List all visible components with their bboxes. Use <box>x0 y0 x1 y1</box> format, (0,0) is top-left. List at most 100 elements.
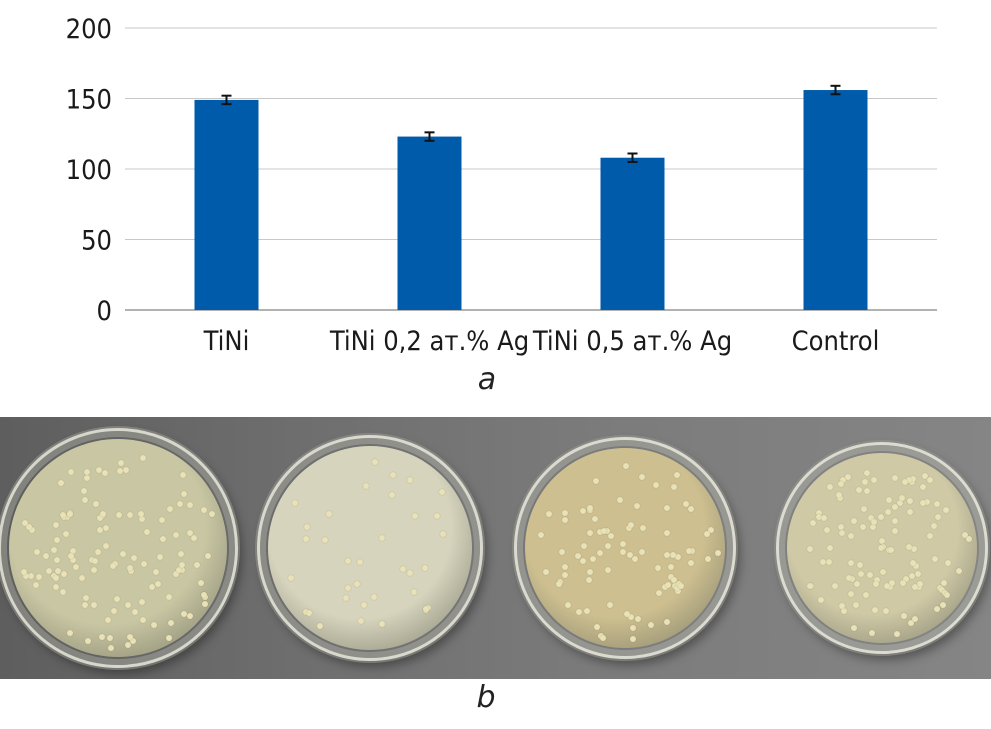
bacterial-colony <box>607 532 614 539</box>
bacterial-colony <box>858 570 865 577</box>
bacterial-colony <box>166 593 173 600</box>
bacterial-colony <box>839 603 846 610</box>
bacterial-colony <box>90 566 97 573</box>
bacterial-colony <box>172 571 179 578</box>
bacterial-colony <box>399 566 406 573</box>
bacterial-colony <box>640 524 647 531</box>
bacterial-colony <box>105 616 112 623</box>
bacterial-colony <box>168 620 175 627</box>
bacterial-colony <box>561 564 568 571</box>
bacterial-colony <box>664 619 671 626</box>
bacterial-colony <box>586 530 593 537</box>
bacterial-colony <box>116 467 123 474</box>
bacterial-colony <box>322 536 329 543</box>
bacterial-colony <box>593 478 600 485</box>
bacterial-colony <box>675 587 682 594</box>
petri-dish <box>257 435 483 661</box>
bacterial-colony <box>36 573 43 580</box>
bacterial-colony <box>379 535 386 542</box>
bacterial-colony <box>879 538 886 545</box>
bacterial-colony <box>620 541 627 548</box>
x-tick-label: TiNi <box>203 326 250 357</box>
bacterial-colony <box>955 568 962 575</box>
bacterial-colony <box>916 580 923 587</box>
bacterial-colony <box>878 513 885 520</box>
bacterial-colony <box>287 574 294 581</box>
bacterial-colony <box>127 564 134 571</box>
bacterial-colony <box>537 532 544 539</box>
bacterial-colony <box>84 469 91 475</box>
bacterial-colony <box>180 611 187 618</box>
bacterial-colony <box>111 607 118 614</box>
bacterial-colony <box>370 593 377 600</box>
bacterial-colony <box>172 532 179 539</box>
bacterial-colony <box>440 530 447 537</box>
bacterial-colony <box>53 522 60 529</box>
bacterial-colony <box>868 629 875 636</box>
agar-medium <box>268 446 472 650</box>
bacterial-colony <box>358 618 365 625</box>
bacterial-colony <box>864 487 871 494</box>
bacterial-colony <box>68 552 75 559</box>
bacterial-colony <box>95 548 102 555</box>
bacterial-colony <box>630 636 637 643</box>
bacterial-colony <box>124 601 131 608</box>
bacterial-colony <box>28 573 35 580</box>
bacterial-colony <box>561 509 568 516</box>
panel-label-a: a <box>477 362 497 397</box>
bacterial-colony <box>68 469 75 476</box>
bacterial-colony <box>586 577 593 584</box>
bacterial-colony <box>592 516 599 523</box>
bacterial-colony <box>177 501 184 508</box>
bacterial-colony <box>663 552 670 559</box>
bacterial-colony <box>106 634 113 641</box>
bacterial-colony <box>836 491 843 498</box>
bacterial-colony <box>596 528 603 535</box>
bacterial-colony <box>628 613 635 620</box>
bacterial-colony <box>607 601 614 608</box>
bacterial-colony <box>883 583 890 590</box>
bacterial-colony <box>888 580 895 587</box>
bacterial-colony <box>178 561 185 568</box>
bacterial-colony <box>81 496 88 503</box>
bacterial-colony <box>165 635 172 642</box>
bacterial-colony <box>906 497 913 504</box>
petri-dish-photo <box>0 417 991 679</box>
bacterial-colony <box>823 527 830 534</box>
bacterial-colony <box>179 566 186 573</box>
bacterial-colony <box>130 555 137 562</box>
bacterial-colony <box>675 554 682 561</box>
bacterial-colony <box>99 634 106 641</box>
bacterial-colony <box>96 515 103 521</box>
bacterial-colony <box>353 581 360 588</box>
bacterial-colony <box>69 548 76 555</box>
bacterial-colony <box>305 610 312 617</box>
bacterial-colony <box>817 596 824 603</box>
bacterial-colony <box>99 511 106 518</box>
bacterial-colony <box>586 505 593 512</box>
bacterial-colony <box>204 552 211 559</box>
y-tick-label: 50 <box>81 226 112 257</box>
bacterial-colony <box>422 605 429 612</box>
bacterial-colony <box>816 510 823 517</box>
bar <box>803 90 868 310</box>
bacterial-colony <box>629 625 636 632</box>
bacterial-colony <box>406 569 413 576</box>
bacterial-colony <box>686 548 693 554</box>
bacterial-colony <box>118 459 125 466</box>
bacterial-colony <box>668 564 675 571</box>
bacterial-colony <box>901 612 908 619</box>
bacterial-colony <box>886 497 893 504</box>
bacterial-colony <box>902 576 909 583</box>
bacterial-colony <box>127 512 134 519</box>
bacterial-colony <box>880 568 887 575</box>
bacterial-colony <box>411 588 418 595</box>
bacterial-colony <box>906 508 913 515</box>
bacterial-colony <box>627 521 634 528</box>
bacterial-colony <box>116 511 123 518</box>
bacterial-colony <box>564 602 571 609</box>
bacterial-colony <box>60 570 67 577</box>
y-tick-label: 200 <box>66 14 112 45</box>
bacterial-colony <box>54 536 61 543</box>
bacterial-colony <box>966 535 973 542</box>
